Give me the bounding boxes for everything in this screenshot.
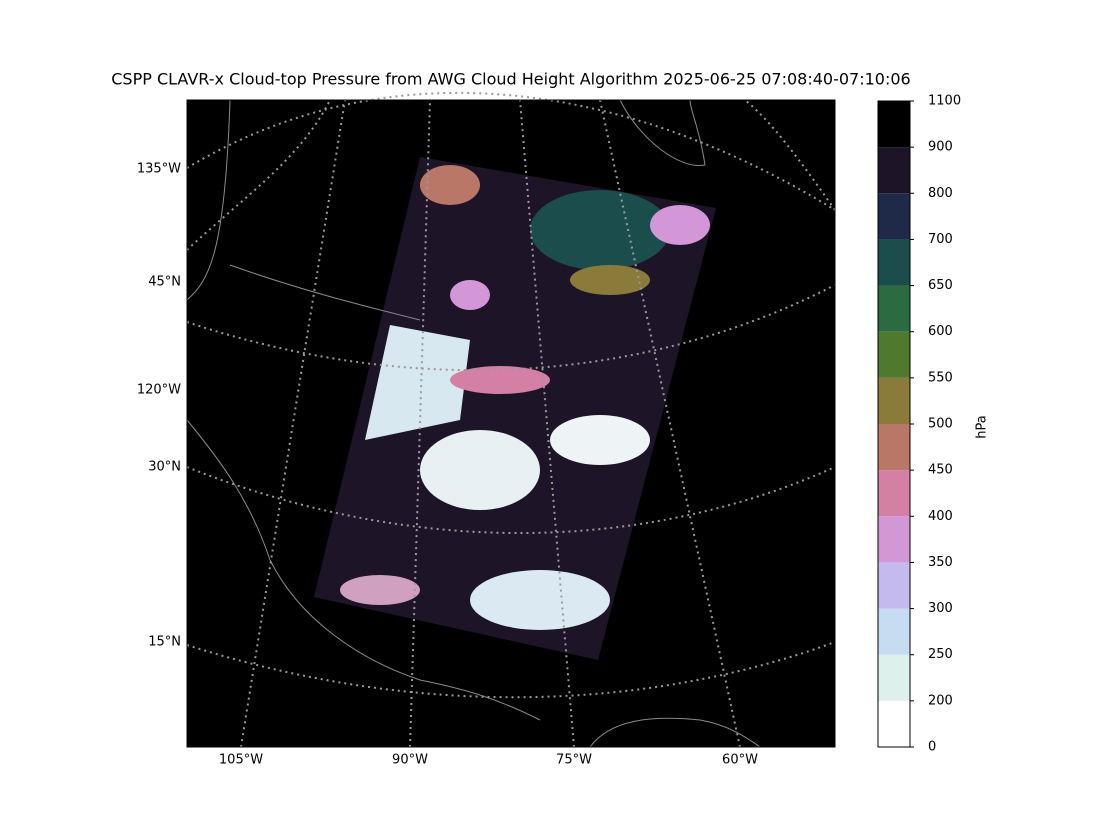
lon-label: 105°W	[219, 753, 263, 768]
lon-label: 60°W	[722, 753, 758, 768]
colorbar-bin	[878, 608, 910, 655]
colorbar-tick-label: 800	[928, 186, 953, 201]
lon-label: 90°W	[392, 753, 428, 768]
meridian	[599, 99, 741, 748]
cloud	[420, 430, 540, 510]
colorbar-tick-label: 1100	[928, 94, 961, 109]
coastline	[589, 717, 761, 748]
colorbar-tick-label: 250	[928, 647, 953, 662]
colorbar: 0 200 250 300 350 400 450 500 550 600 650 700 800 900…	[877, 94, 961, 755]
colorbar-tick-label: 500	[928, 417, 953, 432]
map-frame	[186, 99, 836, 748]
colorbar-bin	[878, 562, 910, 609]
colorbar-tick-label: 450	[928, 463, 953, 478]
colorbar-tick-label: 350	[928, 555, 953, 570]
cloud	[550, 415, 650, 465]
colorbar-tick-label: 700	[928, 232, 953, 247]
colorbar-tick-label: 400	[928, 509, 953, 524]
colorbar-tick-label: 200	[928, 693, 953, 708]
colorbar-bin	[878, 470, 910, 517]
colorbar-bin	[878, 101, 910, 148]
colorbar-label: hPa	[975, 415, 990, 438]
meridian	[240, 99, 346, 748]
coastline	[186, 99, 231, 301]
map	[186, 91, 836, 748]
colorbar-bin	[878, 147, 910, 194]
border	[229, 264, 421, 321]
coastline	[186, 419, 541, 721]
cloud	[340, 575, 420, 605]
colorbar-tick-label: 550	[928, 370, 953, 385]
colorbar-bin	[878, 285, 910, 332]
colorbar-bin	[878, 377, 910, 424]
colorbar-bin	[878, 654, 910, 701]
colorbar-tick-label: 600	[928, 324, 953, 339]
colorbar-bin	[878, 193, 910, 240]
parallel	[186, 284, 836, 372]
cloud	[570, 265, 650, 295]
colorbar-tick-label: 900	[928, 140, 953, 155]
cloud	[470, 570, 610, 630]
colorbar-tick-label: 300	[928, 601, 953, 616]
cloud	[450, 366, 550, 394]
graticule-label: 15°N	[148, 635, 181, 650]
colorbar-bin	[878, 424, 910, 471]
graticule-label: 30°N	[148, 460, 181, 475]
colorbar-bin	[878, 239, 910, 286]
cloud	[365, 325, 470, 440]
cloud	[420, 165, 480, 205]
meridian	[744, 99, 836, 211]
graticule-label: 120°W	[137, 383, 181, 398]
lon-label: 75°W	[556, 753, 592, 768]
colorbar-bin	[878, 516, 910, 563]
graticule-label: 135°W	[137, 162, 181, 177]
map-title: CSPP CLAVR-x Cloud-top Pressure from AWG…	[111, 70, 910, 89]
cloud	[530, 190, 670, 270]
cloud	[650, 205, 710, 245]
meridian	[519, 99, 575, 748]
cloud	[450, 280, 490, 310]
colorbar-bin	[878, 700, 910, 747]
coastline	[619, 99, 706, 167]
colorbar-tick-label: 650	[928, 278, 953, 293]
graticule-label: 45°N	[148, 275, 181, 290]
colorbar-tick-label: 0	[928, 740, 936, 755]
colorbar-bin	[878, 331, 910, 378]
parallel	[186, 91, 836, 211]
